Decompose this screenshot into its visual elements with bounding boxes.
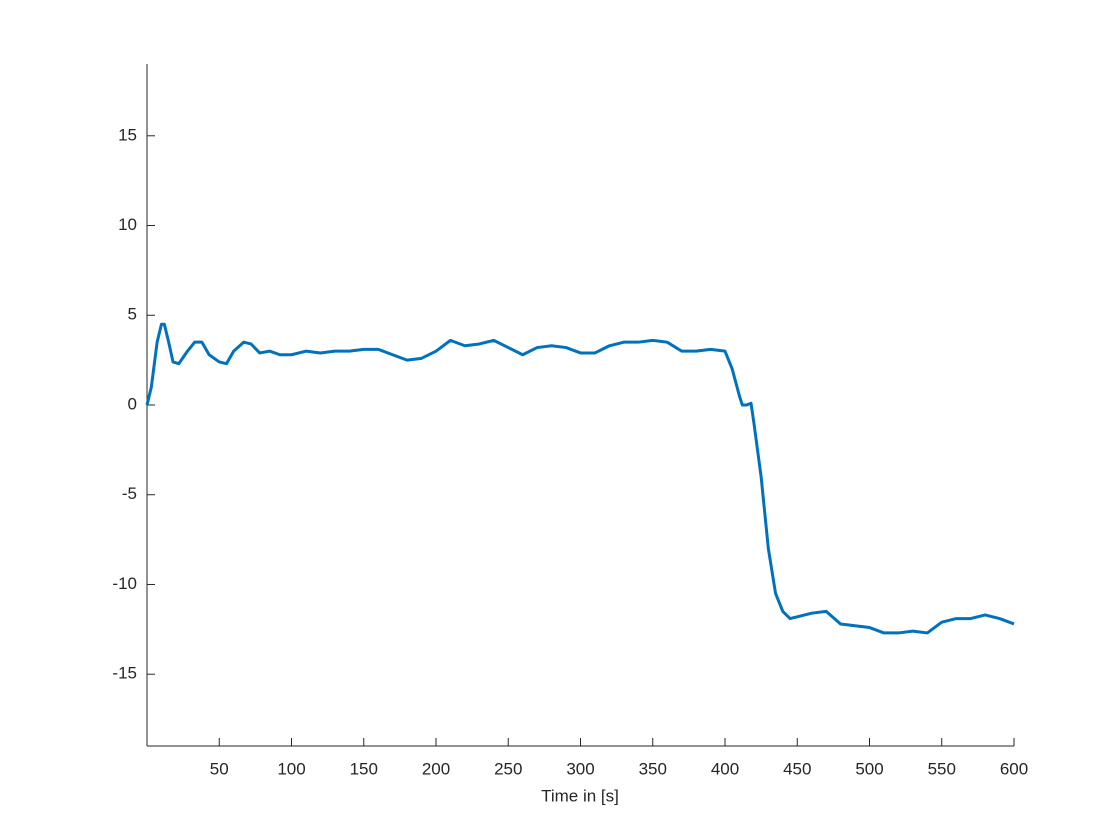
x-tick-label: 100 xyxy=(277,759,305,778)
x-tick-label: 450 xyxy=(783,759,811,778)
y-tick-label: 0 xyxy=(128,394,137,413)
x-tick-label: 150 xyxy=(350,759,378,778)
y-tick-label: -5 xyxy=(122,484,137,503)
x-tick-label: 600 xyxy=(1000,759,1028,778)
y-tick-label: 10 xyxy=(118,215,137,234)
y-tick-label: -10 xyxy=(112,574,137,593)
x-tick-label: 550 xyxy=(928,759,956,778)
x-tick-label: 50 xyxy=(210,759,229,778)
data-line xyxy=(145,322,1015,635)
x-tick-label: 300 xyxy=(566,759,594,778)
y-tick-label: -15 xyxy=(112,664,137,683)
x-axis-label: Time in [s] xyxy=(541,786,619,805)
x-tick-label: 350 xyxy=(639,759,667,778)
y-tick-label: 5 xyxy=(128,305,137,324)
x-tick-label: 250 xyxy=(494,759,522,778)
y-tick-label: 15 xyxy=(118,125,137,144)
x-tick-label: 500 xyxy=(855,759,883,778)
x-tick-label: 200 xyxy=(422,759,450,778)
x-tick-label: 400 xyxy=(711,759,739,778)
